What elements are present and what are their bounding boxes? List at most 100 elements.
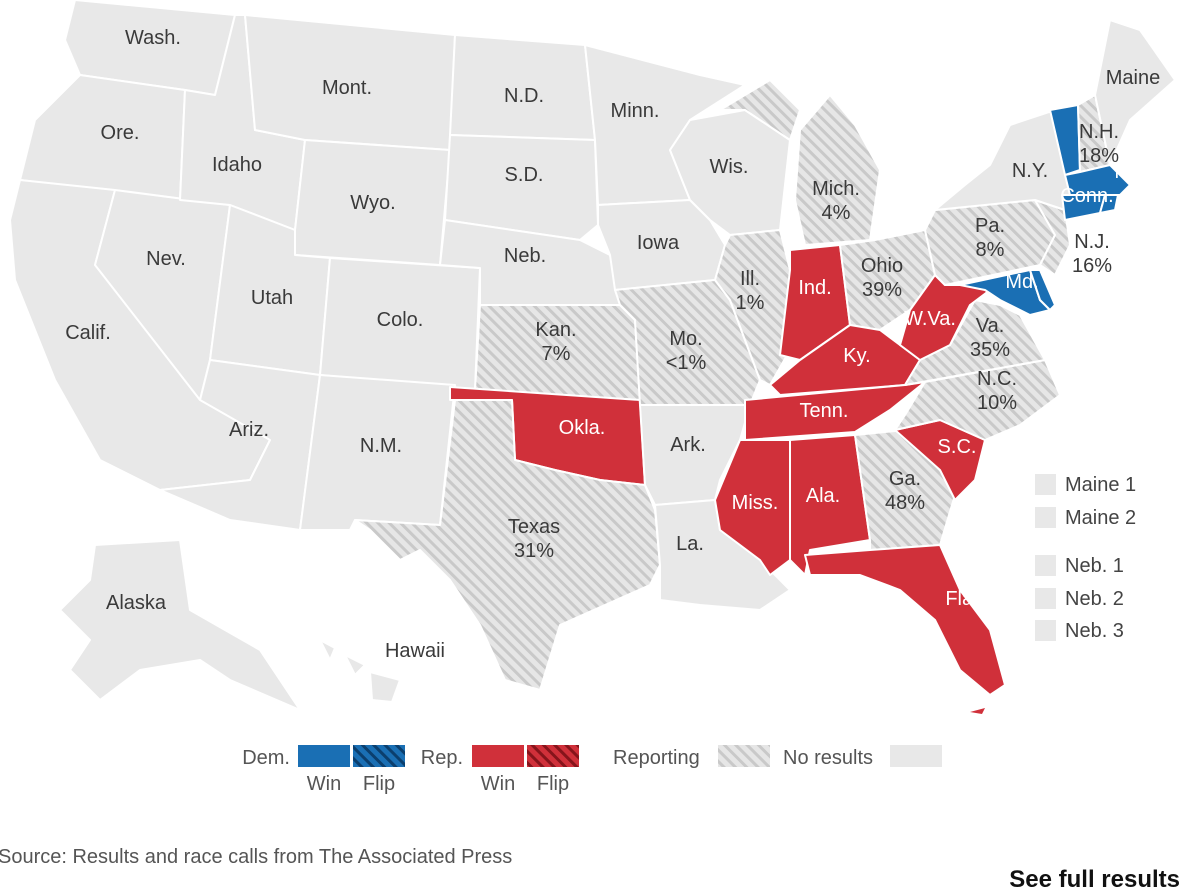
state-label-de: Del.: [1061, 284, 1097, 306]
state-label-ri: R.I.: [1114, 208, 1145, 230]
state-pct-nj: 16%: [1072, 255, 1112, 277]
state-de[interactable]: [1029, 269, 1056, 311]
state-label-me: Maine: [1106, 67, 1160, 89]
florida-keys: [970, 708, 985, 714]
district-swatch[interactable]: [1035, 555, 1056, 576]
state-pct-nh: 18%: [1079, 145, 1119, 167]
state-label-ny: N.Y.: [1012, 160, 1048, 182]
state-label-la: La.: [676, 533, 704, 555]
legend-dem-label: Dem.: [242, 747, 290, 769]
state-tx[interactable]: [354, 399, 661, 691]
legend-no-results-swatch: [890, 745, 942, 767]
state-pct-va: 35%: [970, 339, 1010, 361]
state-label-mt: Mont.: [322, 77, 372, 99]
district-label: Neb. 1: [1065, 555, 1124, 577]
state-label-hi: Hawaii: [385, 640, 445, 662]
state-label-ak: Alaska: [106, 592, 167, 614]
state-pct-mi: 4%: [822, 202, 851, 224]
state-label-ne: Neb.: [504, 245, 546, 267]
state-pct-pa: 8%: [976, 239, 1005, 261]
state-label-co: Colo.: [377, 309, 424, 331]
state-label-az: Ariz.: [229, 419, 269, 441]
state-pct-tx: 31%: [514, 540, 554, 562]
state-label-ut: Utah: [251, 287, 293, 309]
state-label-in: Ind.: [798, 277, 831, 299]
state-label-pa: Pa.: [975, 215, 1005, 237]
state-label-ma: Mass.: [1114, 161, 1167, 183]
district-label: Maine 1: [1065, 474, 1136, 496]
legend-reporting-label: Reporting: [613, 747, 700, 769]
state-label-wy: Wyo.: [350, 192, 395, 214]
state-label-ky: Ky.: [843, 345, 870, 367]
legend-rep-win-swatch: [472, 745, 524, 767]
state-label-mi: Mich.: [812, 178, 860, 200]
state-hi[interactable]: [319, 639, 401, 703]
state-label-il: Ill.: [740, 268, 760, 290]
state-il[interactable]: [714, 229, 791, 386]
state-label-tn: Tenn.: [800, 400, 849, 422]
legend-dem-win-label: Win: [307, 773, 341, 795]
state-label-md: Md.: [1005, 271, 1038, 293]
state-label-nj: N.J.: [1074, 231, 1110, 253]
state-label-nd: N.D.: [504, 85, 544, 107]
state-shapes: [9, 0, 1176, 714]
state-label-id: Idaho: [212, 154, 262, 176]
state-label-ks: Kan.: [535, 319, 576, 341]
legend-rep-label: Rep.: [421, 747, 463, 769]
state-label-ct: Conn.: [1060, 185, 1113, 207]
legend-reporting-swatch: [718, 745, 770, 767]
state-label-fl: Fla.: [945, 588, 978, 610]
state-label-oh: Ohio: [861, 255, 903, 277]
state-mi[interactable]: [719, 79, 881, 246]
state-label-al: Ala.: [806, 485, 840, 507]
district-swatch[interactable]: [1035, 507, 1056, 528]
state-ak[interactable]: [59, 539, 301, 711]
legend-dem-win-swatch: [298, 745, 350, 767]
state-label-ga: Ga.: [889, 468, 921, 490]
district-swatch[interactable]: [1035, 620, 1056, 641]
state-label-tx: Texas: [508, 516, 560, 538]
state-label-va: Va.: [976, 315, 1005, 337]
legend-dem-flip-label: Flip: [363, 773, 395, 795]
map-legend: Dem. Win Flip Rep. Win Flip Reporting No…: [242, 745, 942, 795]
state-label-vt: Vt.: [1050, 82, 1074, 104]
state-pct-mo: <1%: [666, 352, 707, 374]
state-label-nh: N.H.: [1079, 121, 1119, 143]
state-label-ia: Iowa: [637, 232, 680, 254]
legend-dem-flip-swatch: [353, 745, 405, 767]
see-full-results-link[interactable]: See full results: [1009, 866, 1180, 893]
state-label-mn: Minn.: [611, 100, 660, 122]
state-label-wa: Wash.: [125, 27, 181, 49]
us-map: Wash. Ore. Calif. Nev. Idaho Mont. Wyo. Utah Col…: [9, 0, 1176, 795]
legend-rep-flip-swatch: [527, 745, 579, 767]
district-list: Maine 1 Maine 2 Neb. 1 Neb. 2 Neb. 3: [1035, 474, 1136, 642]
state-pct-nc: 10%: [977, 392, 1017, 414]
state-label-wv: W.Va.: [904, 308, 956, 330]
state-label-ok: Okla.: [559, 417, 606, 439]
source-note: Source: Results and race calls from The …: [0, 846, 513, 868]
state-sd[interactable]: [444, 134, 599, 241]
district-label: Neb. 3: [1065, 620, 1124, 642]
district-swatch[interactable]: [1035, 588, 1056, 609]
legend-rep-flip-label: Flip: [537, 773, 569, 795]
district-swatch[interactable]: [1035, 474, 1056, 495]
state-label-mo: Mo.: [669, 328, 702, 350]
district-label: Maine 2: [1065, 507, 1136, 529]
state-label-nc: N.C.: [977, 368, 1017, 390]
legend-rep-win-label: Win: [481, 773, 515, 795]
state-label-ar: Ark.: [670, 434, 706, 456]
state-label-nm: N.M.: [360, 435, 402, 457]
legend-no-results-label: No results: [783, 747, 873, 769]
state-label-or: Ore.: [101, 122, 140, 144]
state-labels: Wash. Ore. Calif. Nev. Idaho Mont. Wyo. Utah Col…: [65, 27, 1167, 662]
state-label-nv: Nev.: [146, 248, 186, 270]
state-ri[interactable]: [1099, 194, 1119, 214]
state-pct-ks: 7%: [542, 343, 571, 365]
state-label-ca: Calif.: [65, 322, 111, 344]
state-pct-ga: 48%: [885, 492, 925, 514]
state-label-sc: S.C.: [938, 436, 977, 458]
state-me[interactable]: [1094, 19, 1176, 166]
district-label: Neb. 2: [1065, 588, 1124, 610]
state-fl[interactable]: [804, 544, 1006, 696]
